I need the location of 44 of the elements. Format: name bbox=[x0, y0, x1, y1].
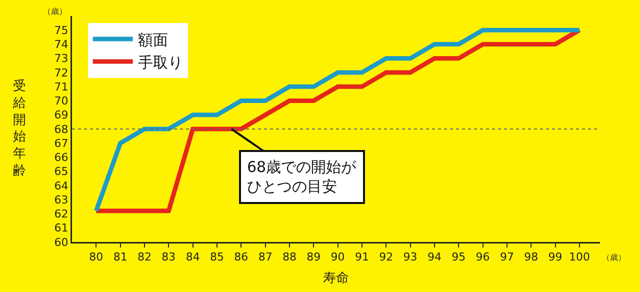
annotation: 68歳での開始がひとつの目安 bbox=[247, 158, 358, 196]
y-tick-label: 72 bbox=[54, 66, 68, 80]
x-tick-label: 89 bbox=[306, 250, 321, 264]
x-tick-label: 98 bbox=[524, 250, 538, 264]
y-axis-title: 受給開始年齢 bbox=[12, 79, 26, 178]
y-tick-label: 64 bbox=[54, 179, 68, 192]
y-tick-label: 61 bbox=[54, 222, 68, 235]
x-tick-label: 97 bbox=[500, 250, 514, 264]
x-tick-label: 81 bbox=[113, 250, 128, 264]
y-tick-label: 62 bbox=[54, 208, 68, 221]
text: （歳） bbox=[602, 253, 626, 262]
x-tick-label: 100 bbox=[568, 250, 590, 264]
x-tick-label: 88 bbox=[282, 250, 296, 264]
x-tick-label: 91 bbox=[354, 250, 369, 264]
legend-label: 手取り bbox=[138, 53, 183, 72]
x-tick-label: 96 bbox=[476, 250, 490, 264]
y-tick-label: 67 bbox=[54, 136, 68, 150]
x-tick-label: 84 bbox=[186, 250, 200, 264]
y-tick-label: 71 bbox=[54, 80, 68, 94]
x-tick-label: 99 bbox=[548, 250, 562, 264]
y-tick-label: 73 bbox=[54, 52, 68, 66]
y-tick-label: 70 bbox=[54, 94, 68, 108]
x-tick-label: 95 bbox=[452, 250, 466, 264]
x-tick-label: 86 bbox=[234, 250, 248, 264]
y-tick-label: 75 bbox=[54, 24, 68, 37]
x-tick-label: 87 bbox=[258, 250, 272, 264]
x-tick-label: 80 bbox=[89, 250, 104, 264]
x-tick-label: 93 bbox=[403, 250, 418, 264]
x-tick-label: 83 bbox=[162, 250, 176, 264]
y-tick-label: 60 bbox=[54, 236, 68, 249]
x-tick-label: 85 bbox=[210, 250, 224, 264]
y-tick-label: 69 bbox=[54, 108, 68, 122]
y-tick-label: 74 bbox=[54, 38, 68, 52]
legend-label: 額面 bbox=[138, 30, 168, 49]
x-tick-label: 94 bbox=[427, 250, 442, 264]
x-tick-label: 90 bbox=[330, 250, 345, 264]
y-tick-label: 66 bbox=[54, 151, 68, 164]
y-tick-label: 63 bbox=[54, 193, 68, 206]
y-tick-label: 68 bbox=[54, 122, 68, 136]
y-tick-label: 65 bbox=[54, 165, 68, 178]
x-tick-label: 92 bbox=[379, 250, 394, 264]
x-axis-title: 寿命 bbox=[323, 271, 349, 286]
x-tick-label: 82 bbox=[137, 250, 152, 264]
text: （歳） bbox=[43, 7, 67, 16]
